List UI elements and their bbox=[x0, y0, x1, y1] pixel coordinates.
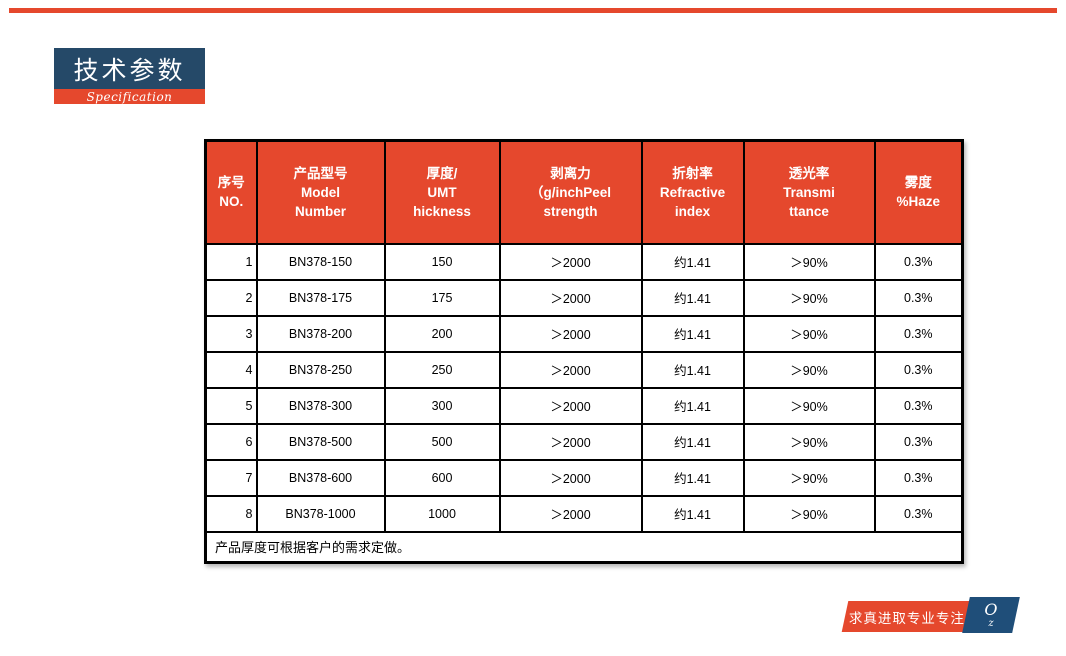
cell-r8-c2: 1000 bbox=[383, 494, 501, 533]
header-cell-5: 透光率 Transmi ttance bbox=[742, 139, 876, 245]
top-accent-bar bbox=[9, 8, 1057, 13]
table-row-4: 4 BN378-250 250 ＞2000 约1.41 ＞90% 0.3% bbox=[204, 350, 964, 389]
table-row-2: 2 BN378-175 175 ＞2000 约1.41 ＞90% 0.3% bbox=[204, 278, 964, 317]
spec-table-body: 1 BN378-150 150 ＞2000 约1.41 ＞90% 0.3% 2 BN378-17… bbox=[204, 242, 964, 564]
header-cell-2: 厚度/UMT hickness bbox=[383, 139, 501, 245]
table-row-5: 5 BN378-300 300 ＞2000 约1.41 ＞90% 0.3% bbox=[204, 386, 964, 425]
header-cell-4: 折射率 Refractive index bbox=[640, 139, 745, 245]
logo-mark: O z bbox=[966, 597, 1016, 633]
cell-r8-c3: ＞2000 bbox=[498, 494, 643, 533]
cell-r7-c5: ＞90% bbox=[742, 458, 876, 497]
note-row: 产品厚度可根据客户的需求定做。 bbox=[204, 530, 964, 564]
header-cell-3: 剥离力 （g/inchPeel strength bbox=[498, 139, 643, 245]
cell-r4-c2: 250 bbox=[383, 350, 501, 389]
cell-r8-c1: BN378-1000 bbox=[255, 494, 386, 533]
cell-r3-c5: ＞90% bbox=[742, 314, 876, 353]
cell-r3-c0: 3 bbox=[204, 314, 258, 353]
cell-r5-c5: ＞90% bbox=[742, 386, 876, 425]
cell-r2-c6: 0.3% bbox=[873, 278, 964, 317]
cell-r7-c4: 约1.41 bbox=[640, 458, 745, 497]
slogan-text: 求真进取专业专注 bbox=[848, 610, 965, 626]
cell-r3-c4: 约1.41 bbox=[640, 314, 745, 353]
cell-r2-c0: 2 bbox=[204, 278, 258, 317]
cell-r1-c5: ＞90% bbox=[742, 242, 876, 281]
cell-r4-c0: 4 bbox=[204, 350, 258, 389]
cell-r1-c1: BN378-150 bbox=[255, 242, 386, 281]
logo-ribbon: O z bbox=[962, 597, 1020, 633]
cell-r6-c1: BN378-500 bbox=[255, 422, 386, 461]
cell-r6-c3: ＞2000 bbox=[498, 422, 643, 461]
cell-r5-c4: 约1.41 bbox=[640, 386, 745, 425]
cell-r6-c6: 0.3% bbox=[873, 422, 964, 461]
table-row-7: 7 BN378-600 600 ＞2000 约1.41 ＞90% 0.3% bbox=[204, 458, 964, 497]
table-row-1: 1 BN378-150 150 ＞2000 约1.41 ＞90% 0.3% bbox=[204, 242, 964, 281]
cell-r8-c0: 8 bbox=[204, 494, 258, 533]
spec-table-head: 序号 NO. 产品型号 Model Number 厚度/UMT hickness 剥离力 （g/… bbox=[204, 139, 964, 245]
cell-r6-c0: 6 bbox=[204, 422, 258, 461]
logo-letter: O bbox=[984, 600, 998, 619]
cell-r4-c1: BN378-250 bbox=[255, 350, 386, 389]
cell-r1-c3: ＞2000 bbox=[498, 242, 643, 281]
cell-r5-c2: 300 bbox=[383, 386, 501, 425]
cell-r8-c4: 约1.41 bbox=[640, 494, 745, 533]
cell-r2-c4: 约1.41 bbox=[640, 278, 745, 317]
cell-r4-c4: 约1.41 bbox=[640, 350, 745, 389]
cell-r7-c2: 600 bbox=[383, 458, 501, 497]
table-row-3: 3 BN378-200 200 ＞2000 约1.41 ＞90% 0.3% bbox=[204, 314, 964, 353]
table-row-8: 8 BN378-1000 1000 ＞2000 约1.41 ＞90% 0.3% bbox=[204, 494, 964, 533]
cell-r2-c5: ＞90% bbox=[742, 278, 876, 317]
cell-r4-c5: ＞90% bbox=[742, 350, 876, 389]
cell-r1-c0: 1 bbox=[204, 242, 258, 281]
cell-r4-c6: 0.3% bbox=[873, 350, 964, 389]
header-cell-0: 序号 NO. bbox=[204, 139, 258, 245]
table-note: 产品厚度可根据客户的需求定做。 bbox=[204, 530, 964, 564]
page-subtitle: Specification bbox=[54, 89, 205, 104]
cell-r7-c1: BN378-600 bbox=[255, 458, 386, 497]
cell-r5-c0: 5 bbox=[204, 386, 258, 425]
cell-r3-c2: 200 bbox=[383, 314, 501, 353]
cell-r8-c6: 0.3% bbox=[873, 494, 964, 533]
logo-letter-small: z bbox=[988, 618, 994, 629]
cell-r7-c3: ＞2000 bbox=[498, 458, 643, 497]
cell-r1-c4: 约1.41 bbox=[640, 242, 745, 281]
cell-r4-c3: ＞2000 bbox=[498, 350, 643, 389]
cell-r2-c1: BN378-175 bbox=[255, 278, 386, 317]
cell-r3-c3: ＞2000 bbox=[498, 314, 643, 353]
table-row-6: 6 BN378-500 500 ＞2000 约1.41 ＞90% 0.3% bbox=[204, 422, 964, 461]
cell-r7-c6: 0.3% bbox=[873, 458, 964, 497]
cell-r5-c1: BN378-300 bbox=[255, 386, 386, 425]
cell-r1-c6: 0.3% bbox=[873, 242, 964, 281]
cell-r1-c2: 150 bbox=[383, 242, 501, 281]
cell-r3-c1: BN378-200 bbox=[255, 314, 386, 353]
header-row: 序号 NO. 产品型号 Model Number 厚度/UMT hickness 剥离力 （g/… bbox=[204, 139, 964, 245]
header-cell-6: 雾度 %Haze bbox=[873, 139, 964, 245]
cell-r2-c3: ＞2000 bbox=[498, 278, 643, 317]
cell-r8-c5: ＞90% bbox=[742, 494, 876, 533]
cell-r5-c6: 0.3% bbox=[873, 386, 964, 425]
page-title: 技术参数 bbox=[54, 48, 205, 89]
title-block: 技术参数 Specification bbox=[54, 48, 205, 104]
cell-r7-c0: 7 bbox=[204, 458, 258, 497]
spec-table: 序号 NO. 产品型号 Model Number 厚度/UMT hickness 剥离力 （g/… bbox=[204, 139, 964, 564]
cell-r2-c2: 175 bbox=[383, 278, 501, 317]
slogan-ribbon: 求真进取专业专注 bbox=[841, 601, 972, 632]
header-cell-1: 产品型号 Model Number bbox=[255, 139, 386, 245]
cell-r5-c3: ＞2000 bbox=[498, 386, 643, 425]
cell-r3-c6: 0.3% bbox=[873, 314, 964, 353]
spec-table-container: 序号 NO. 产品型号 Model Number 厚度/UMT hickness 剥离力 （g/… bbox=[204, 139, 964, 564]
cell-r6-c5: ＞90% bbox=[742, 422, 876, 461]
cell-r6-c4: 约1.41 bbox=[640, 422, 745, 461]
cell-r6-c2: 500 bbox=[383, 422, 501, 461]
